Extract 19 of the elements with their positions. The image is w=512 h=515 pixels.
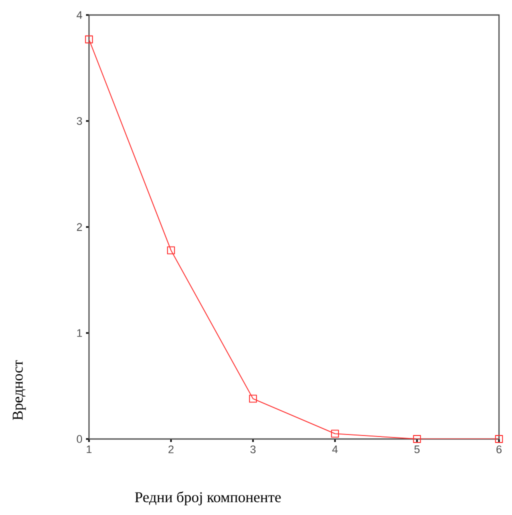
point bbox=[85, 35, 93, 44]
x-tick-label: 2 bbox=[168, 446, 174, 454]
x-axis-title: Редни број компоненте bbox=[134, 491, 281, 506]
y-axis-title: Вредност bbox=[12, 360, 26, 420]
point bbox=[495, 435, 503, 443]
x-tick-label: 6 bbox=[496, 446, 502, 454]
x-tick-label: 3 bbox=[250, 446, 256, 454]
x-tick-label: 5 bbox=[414, 446, 420, 454]
point bbox=[413, 435, 421, 443]
y-tick-label: 3 bbox=[76, 117, 82, 125]
point bbox=[249, 394, 257, 403]
y-tick-label: 1 bbox=[77, 329, 82, 337]
point bbox=[331, 430, 339, 438]
x-tick-label: 4 bbox=[332, 446, 338, 454]
y-tick-label: 0 bbox=[76, 435, 82, 443]
y-tick-label: 4 bbox=[76, 11, 82, 19]
y-tick-label: 2 bbox=[76, 223, 82, 231]
x-tick-label: 1 bbox=[86, 446, 92, 454]
point bbox=[167, 246, 175, 254]
